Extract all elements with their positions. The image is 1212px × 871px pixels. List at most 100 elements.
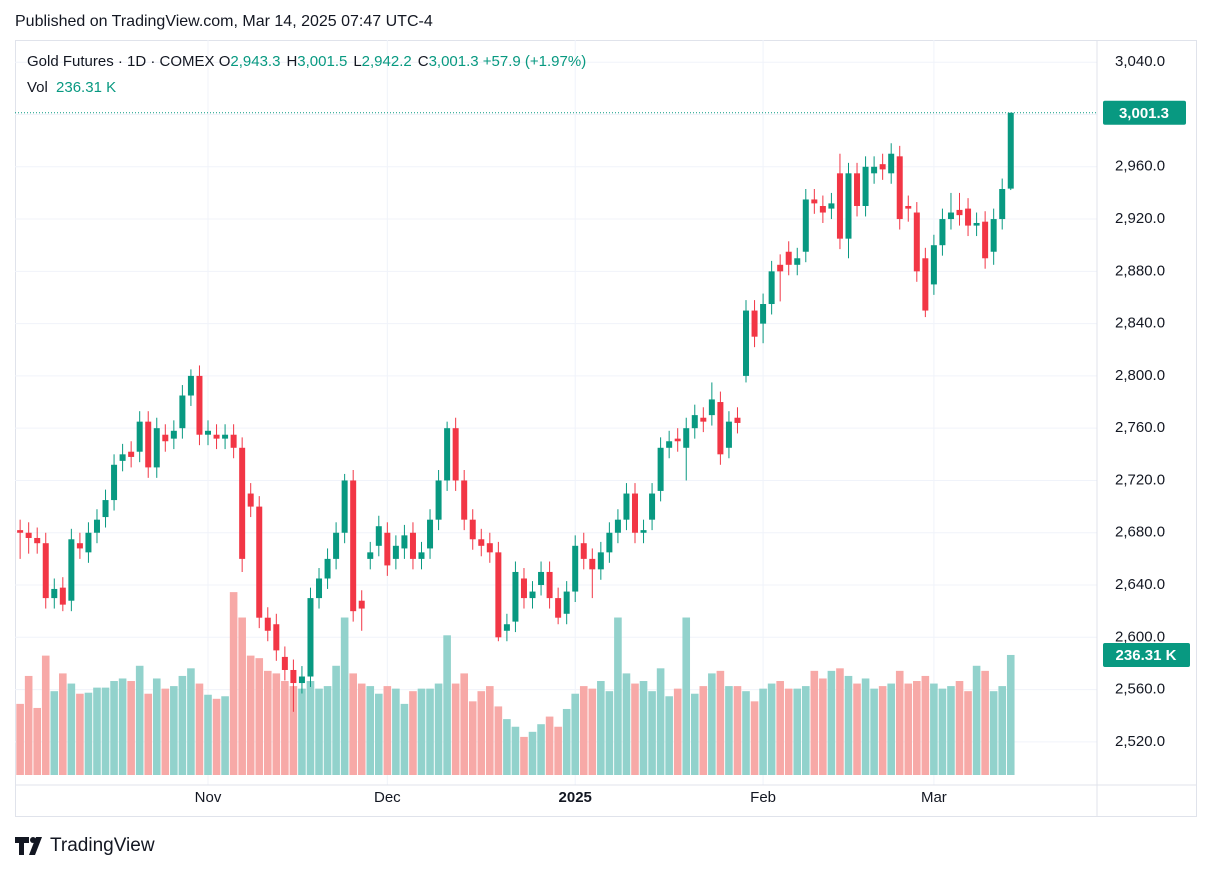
volume-bar [434,683,443,775]
candle-body [256,506,263,618]
candle-body [503,624,510,631]
volume-bar [315,688,323,775]
volume-bar [298,688,306,775]
volume-bar [460,673,468,775]
candle-body [247,493,254,507]
candle-body [196,375,203,435]
volume-bar [921,675,930,775]
candle-body [341,480,348,533]
candle-body [76,543,83,549]
candle-body [401,535,408,549]
volume-bar [366,686,375,775]
volume-bar [263,670,272,775]
y-tick-label: 2,800.0 [1115,367,1165,384]
candle-body [495,552,502,638]
candle-body [1007,112,1014,189]
candle-body [324,558,331,579]
volume-bar [110,681,118,775]
volume-bar [468,701,477,775]
candle-body [563,591,570,614]
volume-bar [733,686,742,775]
volume-bar [24,675,33,775]
volume-bar [383,686,392,775]
candle-body [409,532,416,559]
volume-bar [767,683,776,775]
candle-body [913,212,920,272]
volume-bar [161,688,170,775]
candle-body [145,421,152,468]
volume-bar [597,681,605,775]
volume-bar [801,686,810,775]
volume-bar [494,706,503,775]
volume-legend: Vol 236.31 K [27,79,116,96]
candle-body [461,480,468,520]
last-price-label: 3,001.3 [1119,105,1169,122]
candle-body [725,421,732,448]
volume-bar [554,726,562,775]
candle-body [811,199,818,204]
ohlc-value: 3,001.5 [297,53,348,70]
volume-bar [50,691,59,775]
volume-bar [170,686,178,775]
candle-body [939,219,946,246]
volume-bar [784,688,793,775]
ohlc-key: L [353,53,362,70]
volume-bar [989,691,998,775]
candle-body [589,558,596,570]
volume-bar [682,617,691,775]
candle-body [25,532,32,538]
candle-body [119,454,126,461]
candle-body [956,209,963,216]
candle-body [452,428,459,481]
candle-body [555,598,562,618]
volume-bar [716,670,725,775]
volume-bar [503,719,511,775]
candle-body [999,189,1006,220]
candle-body [862,166,869,206]
candle-body [170,430,177,439]
volume-bar [93,687,101,775]
volume-bar [323,686,332,775]
volume-bar [238,617,246,775]
volume-bar [648,691,656,775]
volume-bar [913,681,921,775]
candle-body [375,526,382,546]
y-tick-label: 2,880.0 [1115,262,1165,279]
candle-body [478,539,485,546]
candle-body [982,221,989,259]
candle-body [93,519,100,533]
candle-body [51,588,58,599]
volume-bar [930,683,938,775]
candle-body [965,208,972,226]
candle-body [546,571,553,599]
candle-body [128,451,135,457]
candle-body [631,493,638,533]
y-tick-label: 2,840.0 [1115,315,1165,332]
y-tick-label: 2,680.0 [1115,524,1165,541]
volume-bar [451,683,460,775]
volume-bar [101,687,110,775]
candle-body [717,402,724,455]
volume-bar [246,655,255,775]
volume-bar [443,635,451,775]
candle-body [640,530,647,533]
candle-body [666,441,673,448]
last-volume-tag [1103,642,1190,667]
volume-bar [793,688,802,775]
volume-bar [511,726,520,775]
candle-body [213,434,220,439]
volume-bar [340,617,349,775]
volume-bar [33,707,42,775]
volume-bar [272,673,281,775]
ohlc-key: O [218,53,231,70]
candle-body [990,219,997,252]
volume-bar [725,686,733,775]
volume-bar [178,675,187,775]
volume-bar [59,673,67,775]
candle-body [358,600,365,609]
x-tick-label: Mar [921,789,947,806]
volume-bar [878,686,887,775]
candle-body [819,205,826,213]
candle-body [281,656,288,670]
volume-bar [144,693,153,775]
